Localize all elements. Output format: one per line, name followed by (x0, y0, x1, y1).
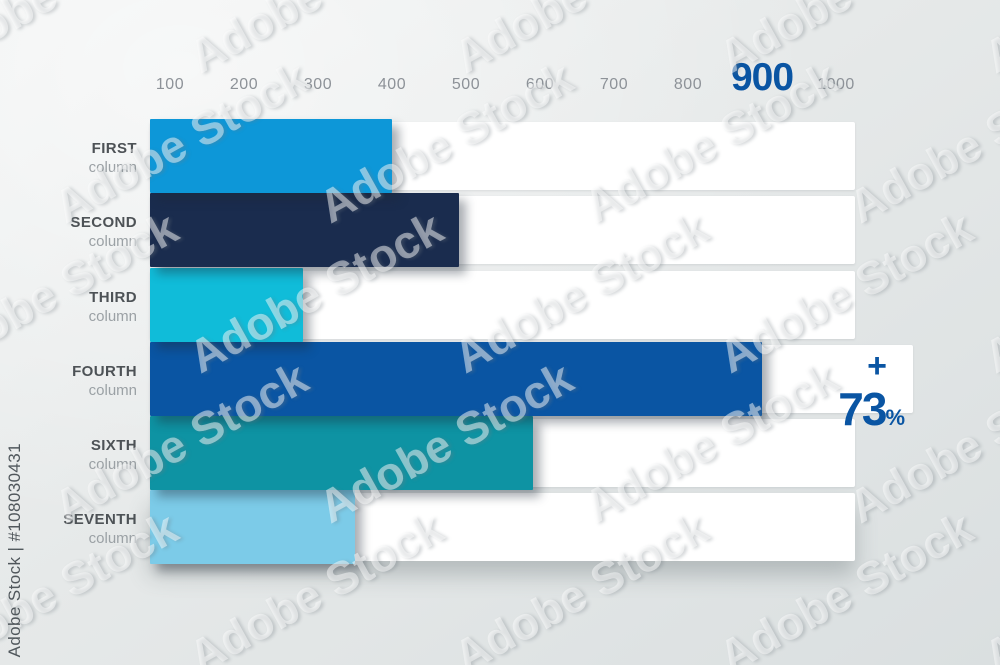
row-sublabel: column (88, 308, 137, 325)
label-third: THIRD column (0, 273, 137, 341)
bar-second (150, 193, 459, 267)
row-track-third (150, 268, 855, 342)
watermark-text: Adobe Stock (975, 501, 1000, 665)
axis-tick-1000: 1000 (791, 48, 881, 94)
row-sublabel: column (88, 233, 137, 250)
row-sublabel: column (88, 382, 137, 399)
tick-label: 500 (451, 76, 481, 93)
watermark-text: Adobe Stock (975, 201, 1000, 383)
label-sixth: SIXTH column (0, 421, 137, 489)
row-sublabel: column (88, 159, 137, 176)
row-label: SEVENTH (63, 511, 137, 528)
percent-sign: % (885, 405, 905, 430)
row-label: FIRST (91, 140, 137, 157)
row-label: FOURTH (72, 363, 137, 380)
category-labels: FIRST column SECOND column THIRD column FOU… (0, 122, 137, 563)
label-seventh: SEVENTH column (0, 495, 137, 563)
bar-third (150, 268, 303, 342)
axis-tick-400: 400 (347, 48, 437, 94)
tick-label: 200 (229, 76, 259, 93)
tick-label: 100 (155, 76, 185, 93)
watermark-credit: Adobe Stock | #108030431 (5, 442, 24, 657)
row-track-fourth: + 73% (150, 342, 913, 432)
bar-first (150, 119, 392, 193)
axis-tick-900-highlighted: 900 (717, 48, 807, 100)
axis-tick-500: 500 (421, 48, 511, 94)
label-fourth: FOURTH column (0, 347, 137, 415)
plus-icon: + (867, 347, 887, 385)
axis-tick-600: 600 (495, 48, 585, 94)
tick-label: 300 (303, 76, 333, 93)
tick-label: 700 (599, 76, 629, 93)
row-sublabel: column (88, 456, 137, 473)
label-first: FIRST column (0, 124, 137, 192)
annotation-number: 73 (838, 383, 887, 435)
row-sublabel: column (88, 530, 137, 547)
row-track-second (150, 193, 855, 267)
annotation-value: 73% (838, 386, 905, 432)
tick-label: 1000 (817, 76, 855, 93)
label-second: SECOND column (0, 198, 137, 266)
row-label: THIRD (89, 289, 137, 306)
axis-tick-700: 700 (569, 48, 659, 94)
row-track-sixth (150, 416, 855, 490)
bar-fourth (150, 342, 762, 416)
bar-sixth (150, 416, 533, 490)
bar-rows: + 73% (150, 119, 913, 564)
x-axis: 100 200 300 400 500 600 700 800 900 1000 (0, 48, 1000, 110)
tick-label-highlighted: 900 (730, 56, 794, 100)
axis-tick-100: 100 (125, 48, 215, 94)
annotation-plus-73-percent: + 73% (838, 349, 905, 432)
axis-tick-200: 200 (199, 48, 289, 94)
tick-label: 800 (673, 76, 703, 93)
tick-label: 600 (525, 76, 555, 93)
row-label: SECOND (70, 214, 137, 231)
row-track-seventh (150, 490, 855, 564)
bar-seventh (150, 490, 355, 564)
axis-tick-800: 800 (643, 48, 733, 94)
row-label: SIXTH (90, 437, 137, 454)
tick-label: 400 (377, 76, 407, 93)
row-track-first (150, 119, 855, 193)
axis-tick-300: 300 (273, 48, 363, 94)
